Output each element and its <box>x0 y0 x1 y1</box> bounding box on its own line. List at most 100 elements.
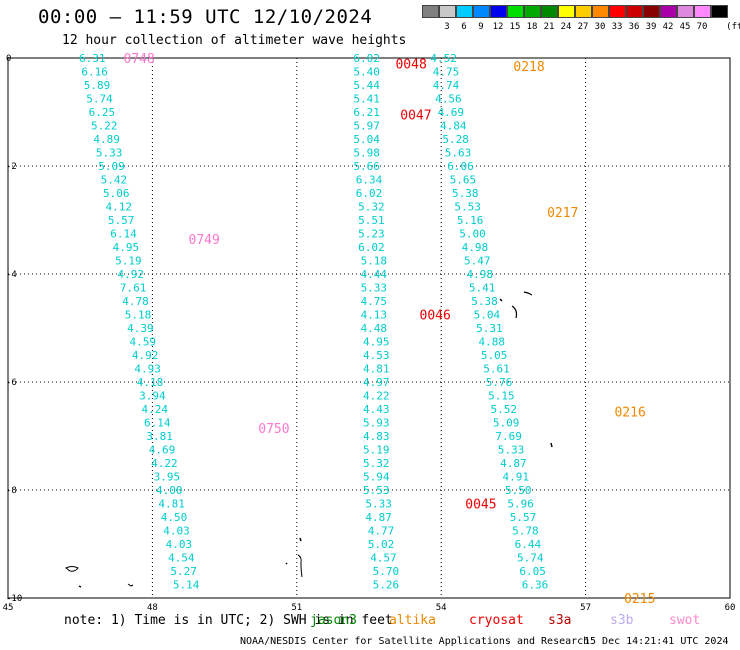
wave-height-value: 5.31 <box>476 322 503 335</box>
wave-height-value: 4.69 <box>438 106 465 119</box>
wave-height-value: 6.02 <box>356 187 383 200</box>
wave-height-value: 4.12 <box>105 201 132 214</box>
wave-height-value: 5.42 <box>101 174 128 187</box>
legend-item-cryosat: cryosat <box>469 613 524 628</box>
wave-height-value: 5.16 <box>457 214 484 227</box>
wave-height-value: 5.09 <box>98 160 125 173</box>
legend-item-jason3: jason3 <box>310 613 357 628</box>
color-swatch <box>677 5 694 18</box>
color-swatch-label: 15 <box>509 22 521 32</box>
wave-height-value: 4.44 <box>361 268 388 281</box>
color-swatch <box>592 5 609 18</box>
wave-height-value: 4.87 <box>500 457 527 470</box>
wave-height-value: 6.31 <box>79 52 106 65</box>
wave-height-value: 5.40 <box>353 66 380 79</box>
color-swatch-label: 12 <box>492 22 504 32</box>
wave-height-value: 6.36 <box>522 579 549 592</box>
island-outline <box>499 298 503 302</box>
legend-item-s3b: s3b <box>610 613 634 628</box>
color-swatch <box>524 5 541 18</box>
wave-height-value: 5.41 <box>469 282 496 295</box>
wave-height-value: 4.03 <box>166 538 193 551</box>
island-outline <box>78 585 82 588</box>
wave-height-value: 4.75 <box>361 295 388 308</box>
lat-tick-label: 0 <box>6 54 11 64</box>
wave-height-value: 5.14 <box>173 579 200 592</box>
color-swatch <box>694 5 711 18</box>
wave-height-value: 4.59 <box>130 336 157 349</box>
wave-height-value: 4.77 <box>368 525 395 538</box>
color-swatch <box>558 5 575 18</box>
wave-height-value: 4.97 <box>363 376 390 389</box>
wave-height-value: 5.44 <box>353 79 380 92</box>
wave-height-value: 3.94 <box>139 390 166 403</box>
wave-height-value: 5.57 <box>510 511 537 524</box>
wave-height-value: 4.89 <box>93 133 120 146</box>
wave-height-value: 5.41 <box>353 93 380 106</box>
wave-height-value: 5.52 <box>491 403 518 416</box>
wave-height-value: 4.22 <box>363 390 390 403</box>
pass-time-label: 0048 <box>395 57 426 72</box>
lon-tick-label: 54 <box>436 603 447 613</box>
wave-height-value: 5.89 <box>84 79 111 92</box>
wave-height-value: 4.52 <box>430 52 457 65</box>
wave-height-value: 5.04 <box>474 309 501 322</box>
wave-height-value: 4.57 <box>370 552 397 565</box>
wave-height-value: 5.02 <box>368 538 395 551</box>
color-swatch <box>609 5 626 18</box>
wave-height-value: 4.87 <box>365 511 392 524</box>
wave-height-value: 4.98 <box>466 268 493 281</box>
pass-time-label: 0750 <box>258 422 289 437</box>
wave-height-value: 5.74 <box>517 552 544 565</box>
credit-line: NOAA/NESDIS Center for Satellite Applica… <box>240 636 590 647</box>
island-outline <box>299 537 302 542</box>
wave-height-value: 6.05 <box>519 565 546 578</box>
island-outline <box>523 291 533 296</box>
wave-height-value: 4.39 <box>127 322 154 335</box>
lon-tick-label: 45 <box>3 603 14 613</box>
map-frame <box>7 57 731 599</box>
color-swatch-label: 33 <box>611 22 623 32</box>
color-swatch-label: 18 <box>526 22 538 32</box>
wave-height-value: 4.92 <box>117 268 144 281</box>
color-swatch-label: 9 <box>478 22 484 32</box>
wave-height-value: 4.50 <box>161 511 188 524</box>
island-outline <box>127 583 134 587</box>
wave-height-value: 4.91 <box>503 471 530 484</box>
color-swatch <box>711 5 728 18</box>
color-swatch <box>490 5 507 18</box>
color-swatch-label: 21 <box>543 22 555 32</box>
color-swatch <box>660 5 677 18</box>
wave-height-value: 4.81 <box>363 363 390 376</box>
color-swatch-label: 30 <box>594 22 606 32</box>
wave-height-value: 4.95 <box>363 336 390 349</box>
wave-height-value: 6.34 <box>356 174 383 187</box>
wave-height-value: 5.76 <box>486 376 513 389</box>
color-swatch <box>473 5 490 18</box>
wave-height-value: 5.33 <box>365 498 392 511</box>
wave-height-value: 7.69 <box>495 430 522 443</box>
wave-height-value: 4.92 <box>132 349 159 362</box>
wave-height-value: 5.38 <box>452 187 479 200</box>
generated-timestamp: 15 Dec 14:21:41 UTC 2024 <box>584 636 729 647</box>
lon-tick-label: 48 <box>147 603 158 613</box>
legend-item-swot: swot <box>669 613 701 628</box>
color-swatch-label: 70 <box>696 22 708 32</box>
coastline-islands <box>65 291 553 588</box>
legend-item-altika: altika <box>389 613 436 628</box>
wave-height-value: 4.56 <box>435 93 462 106</box>
wave-height-value: 5.66 <box>353 160 380 173</box>
wave-height-value: 5.96 <box>507 498 534 511</box>
chart-title: 00:00 – 11:59 UTC 12/10/2024 <box>38 6 373 28</box>
wave-height-value: 4.98 <box>462 241 489 254</box>
island-outline <box>511 305 518 319</box>
wave-height-value: 5.09 <box>493 417 520 430</box>
wave-height-value: 4.13 <box>361 309 388 322</box>
wave-height-value: 4.75 <box>433 66 460 79</box>
wave-height-value: 5.74 <box>86 93 113 106</box>
pass-time-label: 0047 <box>400 109 431 124</box>
color-swatch <box>626 5 643 18</box>
wave-height-value: 4.24 <box>142 403 169 416</box>
color-swatch-label: 39 <box>645 22 657 32</box>
